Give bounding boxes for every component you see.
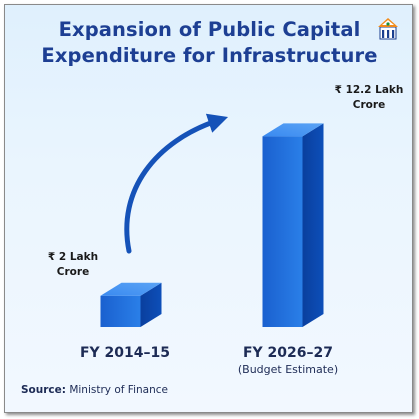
bar-chart xyxy=(100,113,324,328)
bar-fy-2014-15-top xyxy=(100,282,162,296)
source-note: Source: Ministry of Finance xyxy=(21,384,168,396)
bar-fy-2026-27-top xyxy=(262,123,324,137)
chart-title: Expansion of Public Capital Expenditure … xyxy=(5,17,412,69)
pib-logo-icon xyxy=(378,18,398,40)
category-note-fy2026: (Budget Estimate) xyxy=(237,363,339,376)
chart-title-line-1: Expansion of Public Capital xyxy=(58,18,361,41)
infographic-card: Expansion of Public Capital Expenditure … xyxy=(4,4,413,413)
value-label-fy2014-line-2: Crore xyxy=(56,266,90,278)
bar-fy-2026-27 xyxy=(262,123,324,328)
bar-fy-2026-27-side xyxy=(302,123,324,328)
growth-arrow xyxy=(124,113,229,254)
value-label-fy2026-line-2: Crore xyxy=(352,99,386,111)
chart-title-line-2: Expenditure for Infrastructure xyxy=(41,44,378,67)
bar-fy-2014-15-front xyxy=(100,295,141,327)
category-label-fy2026: FY 2026–27 xyxy=(242,345,334,361)
category-label-fy2014: FY 2014–15 xyxy=(79,345,171,361)
value-label-fy2014: ₹ 2 Lakh Crore xyxy=(33,250,113,280)
source-text: Ministry of Finance xyxy=(69,384,168,396)
value-label-fy2026: ₹ 12.2 Lakh Crore xyxy=(327,83,411,113)
value-label-fy2026-line-1: ₹ 12.2 Lakh xyxy=(334,84,404,96)
value-label-fy2014-line-1: ₹ 2 Lakh xyxy=(47,251,99,263)
source-prefix: Source: xyxy=(21,384,66,396)
bar-fy-2014-15-side xyxy=(140,282,162,327)
bar-fy-2026-27-front xyxy=(262,136,303,327)
bar-fy-2014-15 xyxy=(100,282,162,327)
